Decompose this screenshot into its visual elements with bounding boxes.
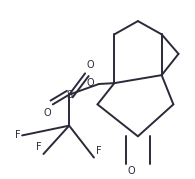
Text: O: O [43,108,51,118]
Text: F: F [96,146,101,156]
Text: S: S [66,90,72,100]
Text: O: O [87,60,95,70]
Text: O: O [128,166,135,176]
Text: F: F [36,142,42,152]
Text: O: O [87,78,95,88]
Text: F: F [15,130,20,140]
